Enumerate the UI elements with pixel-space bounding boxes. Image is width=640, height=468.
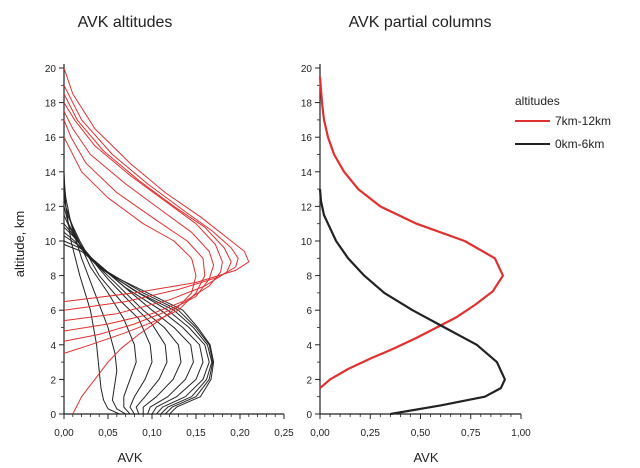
- series-line-1-19: [63, 67, 250, 303]
- y-tick-label: 6: [306, 306, 312, 317]
- y-tick-label: 8: [50, 272, 56, 283]
- y-tick-label: 0: [306, 410, 312, 421]
- chart1-ylabel: altitude, km: [12, 211, 27, 277]
- chart1-title: AVK altitudes: [78, 14, 173, 31]
- series-line-1-15: [63, 111, 215, 342]
- x-tick-label: 0,00: [310, 428, 330, 439]
- x-tick-label: 0,00: [54, 428, 74, 439]
- y-tick-label: 10: [301, 237, 313, 248]
- series-line-1-1: [63, 171, 120, 415]
- x-tick-label: 0,15: [186, 428, 206, 439]
- y-tick-label: 20: [45, 64, 57, 75]
- x-tick-label: 0,25: [361, 428, 381, 439]
- y-tick-label: 4: [306, 341, 312, 352]
- legend-title: altitudes: [515, 94, 560, 108]
- x-tick-label: 0,10: [142, 428, 162, 439]
- x-tick-label: 0,20: [230, 428, 250, 439]
- chart2-plot: 0,00 0,25 0,50 0,75 1,00 0 2 4 6 8 10 12 14 16 18 20: [301, 64, 531, 439]
- legend-label-7-12km: 7km-12km: [555, 114, 611, 128]
- y-tick-label: 14: [301, 168, 313, 179]
- y-tick-label: 18: [301, 99, 313, 110]
- x-tick-label: 0,75: [461, 428, 481, 439]
- chart2-xlabel: AVK: [413, 450, 438, 465]
- series-line-1-18: [63, 85, 239, 311]
- chart1-plot: 0,00 0,05 0,10 0,15 0,20 0,25 0 2 4 6 8 10 12 14 16 18 2…: [45, 64, 294, 439]
- y-tick-label: 4: [50, 341, 56, 352]
- y-tick-label: 16: [45, 133, 57, 144]
- series-line-1-4: [63, 197, 153, 415]
- legend-label-0-6km: 0km-6km: [555, 137, 604, 151]
- y-tick-label: 2: [50, 375, 56, 386]
- series-line-2-2: [318, 189, 506, 416]
- y-tick-label: 12: [45, 202, 57, 213]
- series-line-1-12: [63, 244, 215, 415]
- series-line-1-10: [63, 235, 213, 415]
- series-line-1-17: [63, 93, 232, 322]
- x-tick-label: 1,00: [511, 428, 531, 439]
- series-line-1-13: [63, 136, 197, 415]
- y-tick-label: 18: [45, 99, 57, 110]
- y-tick-label: 12: [301, 202, 313, 213]
- y-tick-label: 8: [306, 272, 312, 283]
- y-tick-label: 10: [45, 237, 57, 248]
- x-tick-label: 0,50: [411, 428, 431, 439]
- y-tick-label: 6: [50, 306, 56, 317]
- x-tick-label: 0,05: [98, 428, 118, 439]
- y-tick-label: 14: [45, 168, 57, 179]
- y-tick-label: 20: [301, 64, 313, 75]
- chart1-xlabel: AVK: [117, 450, 142, 465]
- chart2-title: AVK partial columns: [349, 14, 492, 31]
- y-tick-label: 16: [301, 133, 313, 144]
- x-tick-label: 0,25: [274, 428, 294, 439]
- y-tick-label: 0: [50, 410, 56, 421]
- series-line-1-16: [63, 102, 223, 332]
- y-tick-label: 2: [306, 375, 312, 386]
- series-line-1-14: [63, 119, 206, 354]
- series-line-2-1: [318, 76, 504, 389]
